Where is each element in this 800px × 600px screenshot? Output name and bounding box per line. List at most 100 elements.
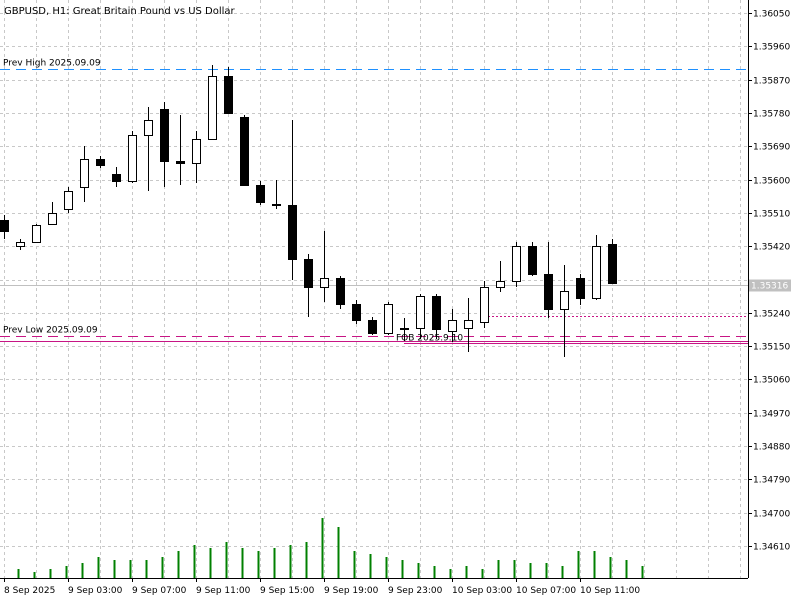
candle (464, 298, 473, 352)
current-price-tag (749, 279, 791, 292)
candle (480, 281, 489, 328)
candle-body (208, 76, 217, 140)
candle (512, 242, 521, 287)
candle-body (544, 274, 553, 310)
candle-body (464, 320, 473, 329)
candle-body (480, 287, 489, 323)
candle (368, 317, 377, 335)
price-tick-label: 1.35240 (753, 310, 790, 320)
candle (528, 242, 537, 276)
candle-body (400, 328, 409, 330)
candle-body (96, 159, 105, 166)
price-tick-label: 1.36050 (753, 10, 790, 20)
candle-body (416, 296, 425, 329)
candle (336, 276, 345, 309)
price-tick-label: 1.35150 (753, 343, 790, 353)
candle (128, 131, 137, 183)
candle (144, 107, 153, 191)
time-tick-label: 9 Sep 23:00 (388, 586, 443, 596)
price-tick-label: 1.35600 (753, 177, 790, 187)
candle-body (0, 220, 9, 232)
candle (32, 224, 41, 243)
candle-body (496, 281, 505, 288)
price-tick-label: 1.34700 (753, 510, 790, 520)
level-lines (0, 69, 748, 344)
candle (544, 242, 553, 318)
price-tick-label: 1.35420 (753, 243, 790, 253)
candle-body (240, 117, 249, 186)
time-tick-label: 9 Sep 19:00 (324, 586, 379, 596)
candle-body (576, 278, 585, 299)
candle (608, 239, 617, 284)
candle (256, 181, 265, 205)
price-tick-label: 1.35510 (753, 210, 790, 220)
candle-body (160, 109, 169, 162)
candle (352, 300, 361, 324)
candle (288, 120, 297, 280)
candle-body (48, 213, 57, 225)
candle-body (528, 246, 537, 275)
candle-body (336, 278, 345, 305)
prev-low-label: Prev Low 2025.09.09 (3, 326, 98, 336)
candle (16, 239, 25, 250)
time-tick-label: 10 Sep 11:00 (580, 586, 640, 596)
candle (192, 131, 201, 183)
candle (240, 115, 249, 186)
candle (400, 318, 409, 341)
fvg-label: FOB 2025.9.10 (396, 334, 463, 344)
volume-bars (17, 518, 644, 578)
candle (176, 115, 185, 185)
candle (80, 146, 89, 202)
prev-high-label: Prev High 2025.09.09 (3, 59, 101, 69)
candle-body (128, 135, 137, 182)
candle (208, 65, 217, 140)
candle (112, 167, 121, 187)
price-tick-label: 1.34610 (753, 543, 790, 553)
candle (160, 102, 169, 187)
time-tick-label: 9 Sep 07:00 (132, 586, 187, 596)
candle (304, 254, 313, 317)
candle (448, 309, 457, 342)
candle (592, 235, 601, 300)
current-price-tag-text: 1.35316 (751, 282, 788, 292)
candle-body (304, 259, 313, 288)
price-tick-label: 1.35780 (753, 110, 790, 120)
candles (0, 65, 617, 357)
candle-body (272, 204, 281, 206)
candle (48, 202, 57, 225)
time-tick-label: 8 Sep 2025 (4, 586, 55, 596)
candle (272, 180, 281, 209)
candle-body (192, 139, 201, 164)
time-tick-label: 9 Sep 11:00 (196, 586, 251, 596)
candle (560, 265, 569, 357)
time-tick-label: 9 Sep 03:00 (68, 586, 123, 596)
candle-body (32, 225, 41, 243)
candle-body (592, 246, 601, 299)
price-tick-label: 1.34790 (753, 476, 790, 486)
price-tick-label: 1.35870 (753, 77, 790, 87)
candle (496, 261, 505, 292)
grid-layer (0, 0, 748, 578)
price-tick-label: 1.35690 (753, 143, 790, 153)
chart-title: GBPUSD, H1: Great Britain Pound vs US Do… (4, 6, 236, 17)
candle-body (224, 76, 233, 114)
price-tick-label: 1.35060 (753, 376, 790, 386)
time-tick-label: 10 Sep 07:00 (516, 586, 576, 596)
candle (320, 231, 329, 302)
candle-body (80, 159, 89, 188)
candle (432, 294, 441, 339)
candle (576, 274, 585, 305)
candle-body (112, 174, 121, 182)
price-tick-label: 1.35960 (753, 43, 790, 53)
candle (224, 67, 233, 114)
candle-body (144, 120, 153, 136)
candle-body (176, 161, 185, 164)
candle-body (16, 242, 25, 247)
candle (64, 187, 73, 213)
candle-body (448, 320, 457, 332)
candle (416, 294, 425, 339)
candle (384, 302, 393, 335)
